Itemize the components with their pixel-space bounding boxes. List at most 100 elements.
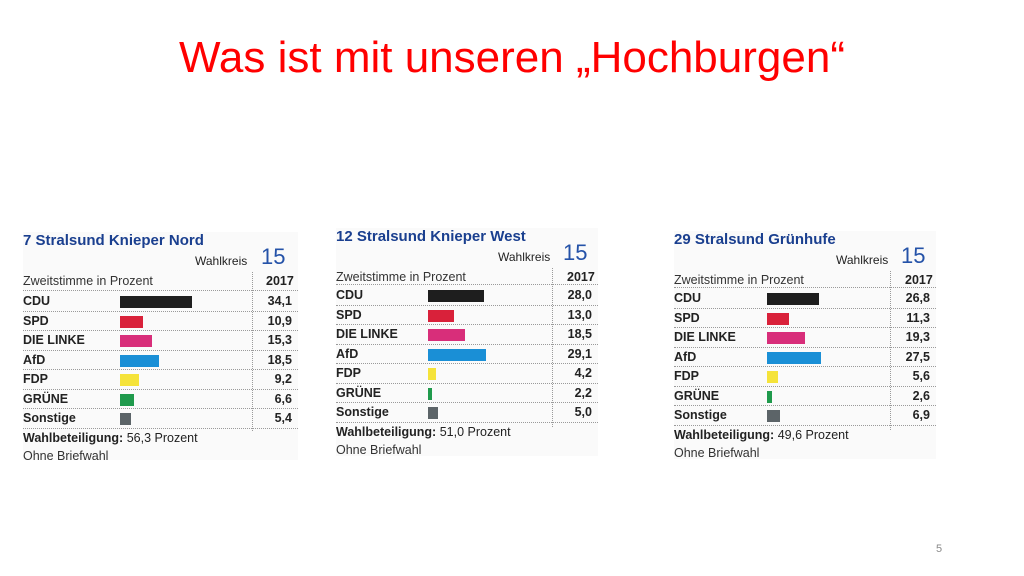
value-label: 5,0 (574, 405, 592, 419)
bar-row-spd: SPD 11,3 (674, 309, 936, 329)
footnote: Ohne Briefwahl (23, 448, 109, 463)
divider (23, 290, 298, 291)
value-label: 18,5 (567, 327, 592, 341)
bar-cdu (120, 296, 192, 308)
divider (674, 366, 936, 367)
bar-row-cdu: CDU 28,0 (336, 286, 598, 306)
value-label: 2,2 (574, 385, 592, 400)
turnout-value: 56,3 Prozent (126, 430, 198, 445)
bar-sonstige (120, 413, 132, 425)
wahlkreis-label: Wahlkreis (836, 253, 889, 267)
bar-sonstige (428, 407, 438, 419)
divider (674, 346, 936, 348)
value-label: 18,5 (267, 352, 292, 367)
bar-row-spd: SPD 13,0 (336, 306, 598, 326)
chart-panel-knieper-west: 12 Stralsund Knieper West Wahlkreis 15 Zwei… (336, 228, 598, 457)
wahlkreis-number: 15 (901, 243, 926, 268)
value-label: 6,9 (912, 408, 930, 422)
chart-panel-gruenhufe: 29 Stralsund Grünhufe Wahlkreis 15 Zweitsti… (674, 231, 936, 460)
bar-row-sonstige: Sonstige 5,4 (23, 409, 298, 429)
party-label: FDP (336, 366, 361, 380)
bar-row-die-linke: DIE LINKE 19,3 (674, 328, 936, 348)
divider (336, 343, 598, 345)
bar-row-gruene: GRÜNE 2,2 (336, 384, 598, 404)
value-label: 13,0 (567, 307, 592, 322)
bar-spd (428, 309, 454, 322)
chart-subtitle: Zweitstimme in Prozent (674, 273, 804, 287)
divider (336, 421, 598, 423)
party-label: SPD (336, 307, 362, 322)
divider (336, 382, 598, 384)
turnout-value: 49,6 Prozent (777, 427, 849, 442)
footnote: Ohne Briefwahl (674, 445, 760, 460)
chart-title: 29 Stralsund Grünhufe (674, 231, 836, 248)
divider (23, 330, 298, 331)
value-label: 6,6 (274, 391, 292, 406)
bar-row-fdp: FDP 5,6 (674, 367, 936, 387)
divider (674, 385, 936, 387)
party-label: CDU (674, 291, 702, 305)
divider (23, 408, 298, 409)
party-label: SPD (674, 310, 700, 325)
party-label: FDP (674, 369, 699, 383)
divider (252, 272, 253, 431)
bar-row-cdu: CDU 34,1 (23, 292, 298, 312)
party-label: FDP (23, 372, 48, 386)
party-label: SPD (23, 313, 49, 328)
bar-cdu (767, 293, 820, 305)
party-label: GRÜNE (336, 385, 382, 400)
divider (674, 424, 936, 426)
divider (336, 402, 598, 403)
value-label: 5,6 (912, 369, 930, 383)
bar-row-die-linke: DIE LINKE 15,3 (23, 331, 298, 351)
bar-fdp (428, 368, 437, 380)
bar-row-sonstige: Sonstige 6,9 (674, 406, 936, 426)
bar-afd (120, 354, 159, 367)
divider (674, 307, 936, 309)
divider (336, 324, 598, 325)
value-label: 29,1 (567, 346, 592, 361)
bar-row-fdp: FDP 9,2 (23, 370, 298, 390)
bar-die-linke (428, 329, 465, 341)
bar-row-gruene: GRÜNE 2,6 (674, 387, 936, 407)
party-label: Sonstige (23, 411, 76, 425)
bar-spd (767, 312, 790, 325)
wahlkreis-number: 15 (563, 240, 588, 265)
party-label: DIE LINKE (674, 330, 736, 344)
divider (890, 271, 891, 430)
divider (23, 310, 298, 312)
page-number: 5 (936, 543, 943, 555)
party-label: DIE LINKE (336, 327, 398, 341)
divider (336, 284, 598, 285)
bar-row-afd: AfD 29,1 (336, 345, 598, 365)
party-label: GRÜNE (23, 391, 69, 406)
divider (674, 405, 936, 406)
turnout: Wahlbeteiligung: 56,3 Prozent (23, 431, 198, 445)
bar-fdp (120, 374, 140, 386)
value-label: 19,3 (905, 330, 930, 344)
chart-subtitle: Zweitstimme in Prozent (23, 274, 153, 288)
bar-row-cdu: CDU 26,8 (674, 289, 936, 309)
party-label: Sonstige (336, 405, 389, 419)
turnout: Wahlbeteiligung: 51,0 Prozent (336, 425, 511, 439)
bar-sonstige (767, 410, 781, 422)
chart-subtitle: Zweitstimme in Prozent (336, 270, 466, 284)
bar-gruene (120, 393, 134, 406)
bar-afd (428, 348, 487, 361)
bar-gruene (767, 390, 773, 403)
party-label: CDU (336, 288, 364, 302)
divider (23, 388, 298, 390)
bar-row-spd: SPD 10,9 (23, 312, 298, 332)
turnout-label: Wahlbeteiligung: (336, 424, 437, 439)
party-label: AfD (336, 346, 359, 361)
divider (674, 327, 936, 328)
value-label: 27,5 (905, 349, 930, 364)
value-label: 26,8 (905, 291, 930, 305)
party-label: GRÜNE (674, 388, 720, 403)
bar-row-afd: AfD 18,5 (23, 351, 298, 371)
bar-row-fdp: FDP 4,2 (336, 364, 598, 384)
value-label: 34,1 (267, 294, 292, 308)
party-label: AfD (23, 352, 46, 367)
year-header: 2017 (905, 273, 933, 287)
slide-title: Was ist mit unseren „Hochburgen“ (179, 33, 845, 82)
